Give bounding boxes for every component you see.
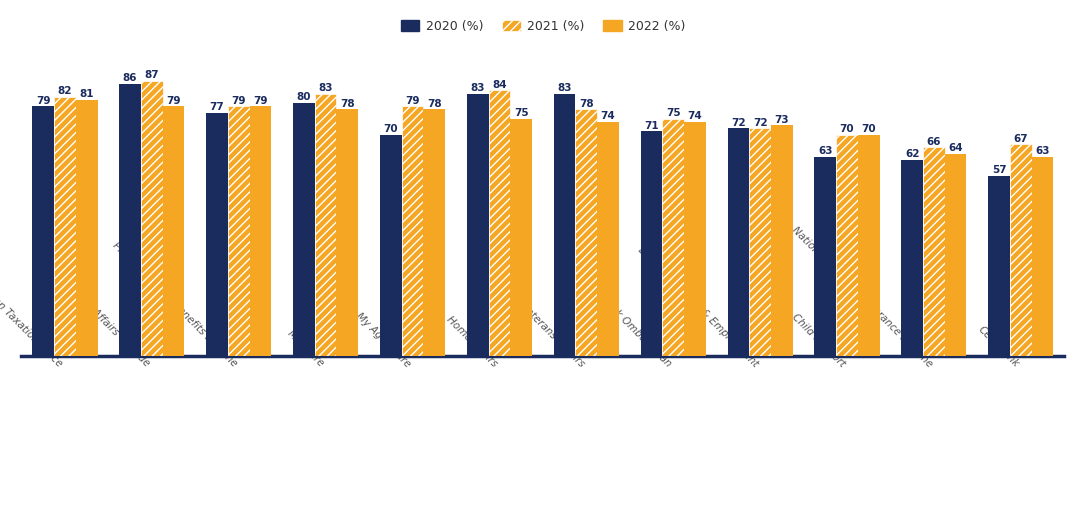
Text: 79: 79 (405, 95, 419, 105)
Text: 71: 71 (644, 121, 659, 131)
Bar (923, 148, 945, 356)
Text: 77: 77 (210, 102, 225, 111)
Text: 79: 79 (167, 95, 181, 105)
Bar (641, 132, 662, 356)
Text: 79: 79 (35, 95, 51, 105)
Text: 72: 72 (731, 118, 746, 127)
Bar (402, 107, 424, 356)
Legend: 2020 (%), 2021 (%), 2022 (%): 2020 (%), 2021 (%), 2022 (%) (396, 15, 690, 38)
Bar (815, 157, 836, 356)
Text: 72: 72 (752, 118, 768, 127)
Bar (293, 104, 315, 356)
Text: 73: 73 (774, 115, 789, 124)
Text: 57: 57 (992, 165, 1006, 175)
Text: 78: 78 (579, 99, 593, 108)
Bar (988, 177, 1009, 356)
Text: 87: 87 (144, 70, 159, 80)
Text: 63: 63 (818, 146, 832, 156)
Bar (901, 161, 923, 356)
Text: 80: 80 (297, 92, 311, 102)
Bar (54, 98, 76, 356)
Bar (684, 123, 706, 356)
Text: 83: 83 (318, 83, 333, 93)
Bar (1009, 145, 1032, 356)
Bar (728, 129, 749, 356)
Text: 78: 78 (427, 99, 442, 108)
Bar (336, 110, 358, 356)
Text: 70: 70 (861, 124, 876, 134)
Text: 62: 62 (905, 149, 919, 159)
Bar (836, 135, 858, 356)
Bar (858, 135, 879, 356)
Text: 70: 70 (384, 124, 398, 134)
Bar (228, 107, 249, 356)
Text: 83: 83 (557, 83, 572, 93)
Bar (1032, 157, 1054, 356)
Text: 82: 82 (58, 86, 72, 96)
Text: 67: 67 (1014, 133, 1028, 144)
Text: 74: 74 (601, 111, 615, 121)
Bar (575, 110, 598, 356)
Text: 66: 66 (927, 136, 941, 147)
Bar (771, 126, 792, 356)
Bar (554, 94, 575, 356)
Text: 84: 84 (492, 79, 506, 90)
Bar (511, 120, 532, 356)
Text: 79: 79 (231, 95, 246, 105)
Bar (945, 154, 966, 356)
Bar (379, 135, 402, 356)
Text: 63: 63 (1035, 146, 1050, 156)
Bar (749, 129, 771, 356)
Text: 79: 79 (254, 95, 268, 105)
Text: 74: 74 (688, 111, 702, 121)
Text: 70: 70 (840, 124, 855, 134)
Bar (141, 82, 162, 356)
Bar (488, 91, 511, 356)
Text: 83: 83 (471, 83, 485, 93)
Text: 75: 75 (665, 108, 680, 118)
Text: 64: 64 (948, 143, 963, 153)
Bar (249, 107, 271, 356)
Bar (206, 114, 228, 356)
Bar (467, 94, 488, 356)
Bar (315, 94, 336, 356)
Bar (119, 85, 141, 356)
Bar (162, 107, 185, 356)
Text: 75: 75 (514, 108, 529, 118)
Bar (598, 123, 619, 356)
Text: 86: 86 (123, 73, 138, 83)
Text: 81: 81 (80, 89, 94, 99)
Bar (76, 101, 98, 356)
Bar (32, 107, 54, 356)
Text: 78: 78 (340, 99, 355, 108)
Bar (662, 120, 684, 356)
Bar (424, 110, 445, 356)
